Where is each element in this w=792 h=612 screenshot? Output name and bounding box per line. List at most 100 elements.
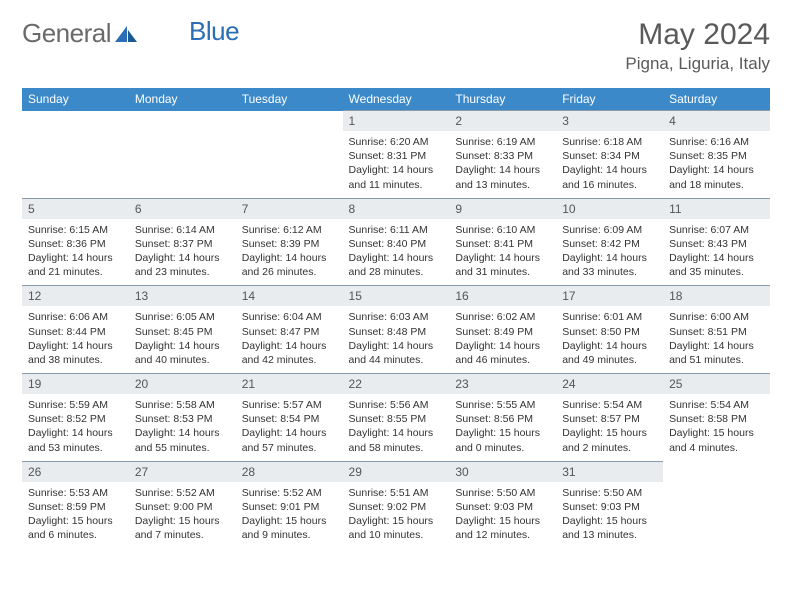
- day-number-cell: 2: [449, 111, 556, 132]
- day-content-cell: Sunrise: 6:06 AMSunset: 8:44 PMDaylight:…: [22, 306, 129, 373]
- day-d2: and 26 minutes.: [242, 265, 337, 279]
- day-number-row: 567891011: [22, 198, 770, 219]
- day-number-cell: 3: [556, 111, 663, 132]
- day-content-cell: Sunrise: 6:19 AMSunset: 8:33 PMDaylight:…: [449, 131, 556, 198]
- day-content-cell: Sunrise: 6:15 AMSunset: 8:36 PMDaylight:…: [22, 219, 129, 286]
- day-sunset: Sunset: 8:33 PM: [455, 149, 550, 163]
- day-sunset: Sunset: 8:48 PM: [349, 325, 444, 339]
- day-content-cell: Sunrise: 6:02 AMSunset: 8:49 PMDaylight:…: [449, 306, 556, 373]
- day-d1: Daylight: 14 hours: [562, 339, 657, 353]
- day-d2: and 31 minutes.: [455, 265, 550, 279]
- day-d2: and 0 minutes.: [455, 441, 550, 455]
- day-content-row: Sunrise: 6:06 AMSunset: 8:44 PMDaylight:…: [22, 306, 770, 373]
- day-sunset: Sunset: 8:58 PM: [669, 412, 764, 426]
- day-content-cell: Sunrise: 6:04 AMSunset: 8:47 PMDaylight:…: [236, 306, 343, 373]
- day-sunrise: Sunrise: 5:55 AM: [455, 398, 550, 412]
- day-number-cell: 15: [343, 286, 450, 307]
- day-number-cell: 23: [449, 374, 556, 395]
- logo: General Blue: [22, 18, 239, 49]
- logo-text-gray: General: [22, 18, 111, 49]
- day-content-row: Sunrise: 5:53 AMSunset: 8:59 PMDaylight:…: [22, 482, 770, 549]
- weekday-header: Thursday: [449, 88, 556, 111]
- day-d1: Daylight: 14 hours: [349, 163, 444, 177]
- day-sunrise: Sunrise: 6:05 AM: [135, 310, 230, 324]
- day-d1: Daylight: 14 hours: [28, 251, 123, 265]
- day-content-cell: Sunrise: 6:05 AMSunset: 8:45 PMDaylight:…: [129, 306, 236, 373]
- day-sunset: Sunset: 8:49 PM: [455, 325, 550, 339]
- day-number-row: 262728293031: [22, 461, 770, 482]
- day-sunrise: Sunrise: 6:19 AM: [455, 135, 550, 149]
- day-number-cell: 27: [129, 461, 236, 482]
- day-d1: Daylight: 15 hours: [28, 514, 123, 528]
- day-content-cell: Sunrise: 5:58 AMSunset: 8:53 PMDaylight:…: [129, 394, 236, 461]
- day-d2: and 13 minutes.: [455, 178, 550, 192]
- day-number-cell: 10: [556, 198, 663, 219]
- day-sunset: Sunset: 8:57 PM: [562, 412, 657, 426]
- day-content-cell: Sunrise: 5:54 AMSunset: 8:58 PMDaylight:…: [663, 394, 770, 461]
- day-d2: and 55 minutes.: [135, 441, 230, 455]
- day-number-cell: [236, 111, 343, 132]
- day-d2: and 4 minutes.: [669, 441, 764, 455]
- day-d2: and 51 minutes.: [669, 353, 764, 367]
- day-sunset: Sunset: 8:31 PM: [349, 149, 444, 163]
- day-content-row: Sunrise: 6:15 AMSunset: 8:36 PMDaylight:…: [22, 219, 770, 286]
- location: Pigna, Liguria, Italy: [625, 54, 770, 74]
- day-sunrise: Sunrise: 5:51 AM: [349, 486, 444, 500]
- day-sunset: Sunset: 8:59 PM: [28, 500, 123, 514]
- day-d1: Daylight: 15 hours: [562, 426, 657, 440]
- day-sunset: Sunset: 8:45 PM: [135, 325, 230, 339]
- day-number-cell: 25: [663, 374, 770, 395]
- day-number-cell: 22: [343, 374, 450, 395]
- day-d2: and 23 minutes.: [135, 265, 230, 279]
- day-d1: Daylight: 14 hours: [349, 251, 444, 265]
- day-d2: and 40 minutes.: [135, 353, 230, 367]
- day-sunrise: Sunrise: 6:12 AM: [242, 223, 337, 237]
- day-content-cell: Sunrise: 5:53 AMSunset: 8:59 PMDaylight:…: [22, 482, 129, 549]
- day-sunrise: Sunrise: 6:18 AM: [562, 135, 657, 149]
- day-sunset: Sunset: 8:39 PM: [242, 237, 337, 251]
- day-number-cell: 13: [129, 286, 236, 307]
- day-d1: Daylight: 14 hours: [349, 339, 444, 353]
- day-content-cell: [663, 482, 770, 549]
- day-sunset: Sunset: 9:02 PM: [349, 500, 444, 514]
- day-d1: Daylight: 15 hours: [562, 514, 657, 528]
- day-sunrise: Sunrise: 6:16 AM: [669, 135, 764, 149]
- day-number-cell: 5: [22, 198, 129, 219]
- day-d1: Daylight: 14 hours: [455, 251, 550, 265]
- day-sunset: Sunset: 8:51 PM: [669, 325, 764, 339]
- day-content-cell: Sunrise: 6:01 AMSunset: 8:50 PMDaylight:…: [556, 306, 663, 373]
- day-sunset: Sunset: 8:41 PM: [455, 237, 550, 251]
- day-d2: and 49 minutes.: [562, 353, 657, 367]
- day-content-cell: Sunrise: 5:54 AMSunset: 8:57 PMDaylight:…: [556, 394, 663, 461]
- day-number-cell: 28: [236, 461, 343, 482]
- day-number-cell: 9: [449, 198, 556, 219]
- day-d2: and 13 minutes.: [562, 528, 657, 542]
- day-number-cell: 17: [556, 286, 663, 307]
- day-sunrise: Sunrise: 5:57 AM: [242, 398, 337, 412]
- day-sunset: Sunset: 8:42 PM: [562, 237, 657, 251]
- weekday-header: Friday: [556, 88, 663, 111]
- day-d1: Daylight: 14 hours: [135, 251, 230, 265]
- day-content-cell: Sunrise: 5:50 AMSunset: 9:03 PMDaylight:…: [449, 482, 556, 549]
- day-d1: Daylight: 14 hours: [242, 339, 337, 353]
- day-d2: and 12 minutes.: [455, 528, 550, 542]
- day-sunset: Sunset: 8:52 PM: [28, 412, 123, 426]
- day-content-cell: Sunrise: 5:50 AMSunset: 9:03 PMDaylight:…: [556, 482, 663, 549]
- day-number-row: 12131415161718: [22, 286, 770, 307]
- day-number-row: 19202122232425: [22, 374, 770, 395]
- day-sunrise: Sunrise: 6:10 AM: [455, 223, 550, 237]
- day-d2: and 28 minutes.: [349, 265, 444, 279]
- weekday-header: Sunday: [22, 88, 129, 111]
- day-sunset: Sunset: 8:55 PM: [349, 412, 444, 426]
- day-d2: and 16 minutes.: [562, 178, 657, 192]
- day-number-cell: 12: [22, 286, 129, 307]
- day-sunrise: Sunrise: 6:04 AM: [242, 310, 337, 324]
- day-sunrise: Sunrise: 6:01 AM: [562, 310, 657, 324]
- weekday-header: Monday: [129, 88, 236, 111]
- day-sunrise: Sunrise: 6:06 AM: [28, 310, 123, 324]
- day-d1: Daylight: 14 hours: [455, 339, 550, 353]
- day-content-cell: Sunrise: 6:12 AMSunset: 8:39 PMDaylight:…: [236, 219, 343, 286]
- day-sunrise: Sunrise: 6:20 AM: [349, 135, 444, 149]
- day-content-cell: Sunrise: 6:14 AMSunset: 8:37 PMDaylight:…: [129, 219, 236, 286]
- day-number-cell: 24: [556, 374, 663, 395]
